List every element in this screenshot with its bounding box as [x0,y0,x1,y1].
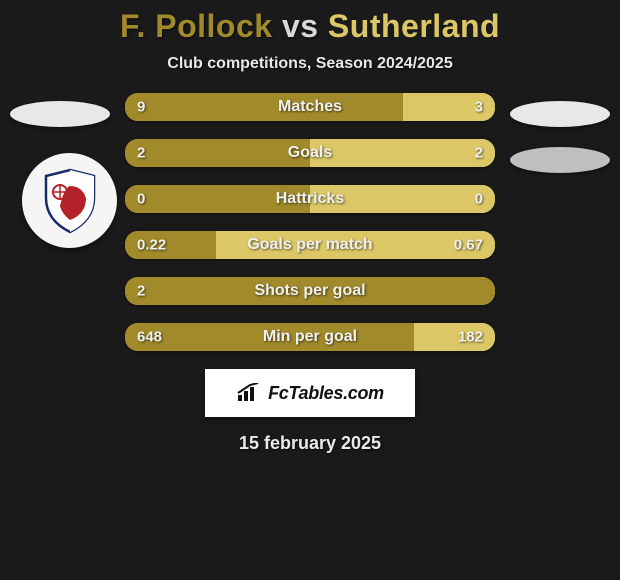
comparison-title: F. Pollock vs Sutherland [0,0,620,45]
stat-row: Hattricks00 [125,185,495,213]
stat-row: Min per goal648182 [125,323,495,351]
branding-badge: FcTables.com [205,369,415,417]
stat-segment-left [125,277,495,305]
player1-club-crest [22,153,117,248]
stat-row: Shots per goal2 [125,277,495,305]
date-text: 15 february 2025 [0,433,620,454]
stat-bars-container: Matches93 Goals22 Hattricks00 Goals per mat… [125,93,495,351]
stat-row: Matches93 [125,93,495,121]
vs-text: vs [282,8,319,44]
stat-segment-right [216,231,495,259]
player2-name: Sutherland [328,8,500,44]
stat-segment-left [125,139,310,167]
stat-segment-left [125,323,414,351]
stat-segment-right [310,139,495,167]
player2-badge-placeholder-1 [510,101,610,127]
stat-segment-left [125,185,310,213]
branding-text: FcTables.com [268,383,384,404]
stat-segment-right [403,93,496,121]
player1-name: F. Pollock [120,8,273,44]
stat-segment-left [125,93,403,121]
stat-row: Goals22 [125,139,495,167]
player2-badge-placeholder-2 [510,147,610,173]
stat-segment-left [125,231,216,259]
content-area: Matches93 Goals22 Hattricks00 Goals per mat… [0,93,620,351]
chart-icon [236,383,262,403]
stat-segment-right [414,323,495,351]
stat-segment-right [310,185,495,213]
stat-row: Goals per match0.220.67 [125,231,495,259]
player1-badge-placeholder [10,101,110,127]
subtitle: Club competitions, Season 2024/2025 [0,55,620,73]
shield-icon [42,168,98,234]
